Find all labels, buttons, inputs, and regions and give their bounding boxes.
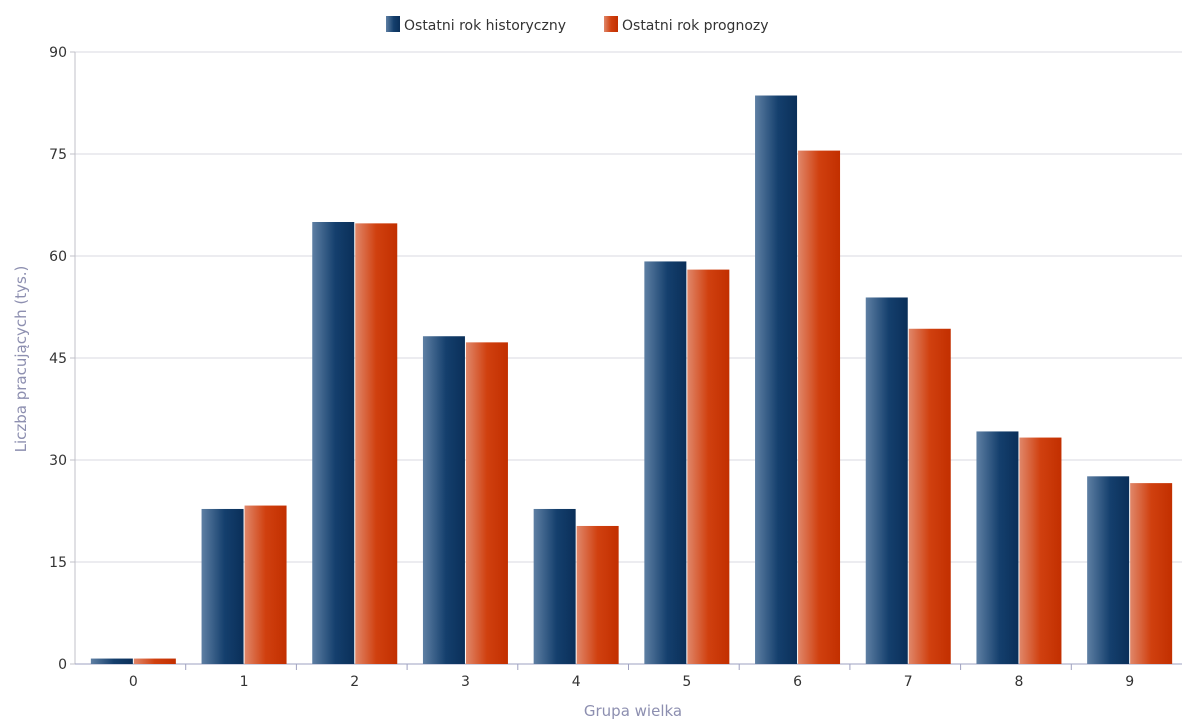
legend-swatch-historical (386, 16, 400, 32)
legend[interactable]: Ostatni rok historyczny Ostatni rok prog… (386, 16, 769, 34)
bar-historical (755, 95, 798, 664)
bar-historical (976, 431, 1019, 664)
bar-forecast (908, 328, 951, 664)
y-tick-label: 90 (49, 45, 67, 61)
x-axis-title: Grupa wielka (584, 702, 682, 719)
bar-forecast (133, 658, 176, 664)
x-tick-label: 7 (904, 674, 913, 690)
bar-historical (1087, 476, 1130, 664)
bar-historical (312, 222, 355, 664)
y-axis: 0 15 30 45 60 75 90 (49, 45, 76, 673)
bars (90, 95, 1173, 665)
bar-forecast (687, 269, 730, 664)
x-tick-label: 1 (240, 674, 249, 690)
y-tick-label: 60 (49, 249, 67, 265)
legend-item-forecast[interactable]: Ostatni rok prognozy (604, 16, 769, 34)
y-tick-label: 15 (49, 555, 67, 571)
x-tick-label: 3 (461, 674, 470, 690)
legend-label-historical: Ostatni rok historyczny (404, 18, 566, 34)
bar-forecast (576, 525, 619, 664)
y-tick-label: 45 (49, 351, 67, 367)
x-tick-label: 5 (682, 674, 691, 690)
x-tick-label: 0 (129, 674, 138, 690)
bar-forecast (1130, 483, 1173, 664)
y-tick-label: 75 (49, 147, 67, 163)
bar-forecast (244, 505, 287, 664)
bar-historical (201, 508, 244, 664)
x-axis: 0 1 2 3 4 5 6 7 8 9 (75, 663, 1182, 690)
bar-historical (422, 336, 465, 664)
bar-historical (865, 297, 908, 664)
bar-forecast (465, 342, 508, 664)
legend-label-forecast: Ostatni rok prognozy (622, 18, 769, 34)
legend-swatch-forecast (604, 16, 618, 32)
bar-historical (644, 261, 687, 664)
y-tick-label: 30 (49, 453, 67, 469)
bar-historical (533, 508, 576, 664)
bar-forecast (1019, 437, 1062, 664)
bar-forecast (798, 150, 841, 665)
x-tick-label: 6 (793, 674, 802, 690)
y-tick-label: 0 (58, 657, 67, 673)
y-axis-title: Liczba pracujących (tys.) (12, 266, 30, 453)
bar-historical (90, 658, 133, 664)
x-tick-label: 9 (1125, 674, 1134, 690)
x-tick-label: 8 (1014, 674, 1023, 690)
legend-item-historical[interactable]: Ostatni rok historyczny (386, 16, 566, 34)
bar-forecast (355, 223, 398, 665)
x-tick-label: 4 (572, 674, 581, 690)
x-tick-label: 2 (350, 674, 359, 690)
